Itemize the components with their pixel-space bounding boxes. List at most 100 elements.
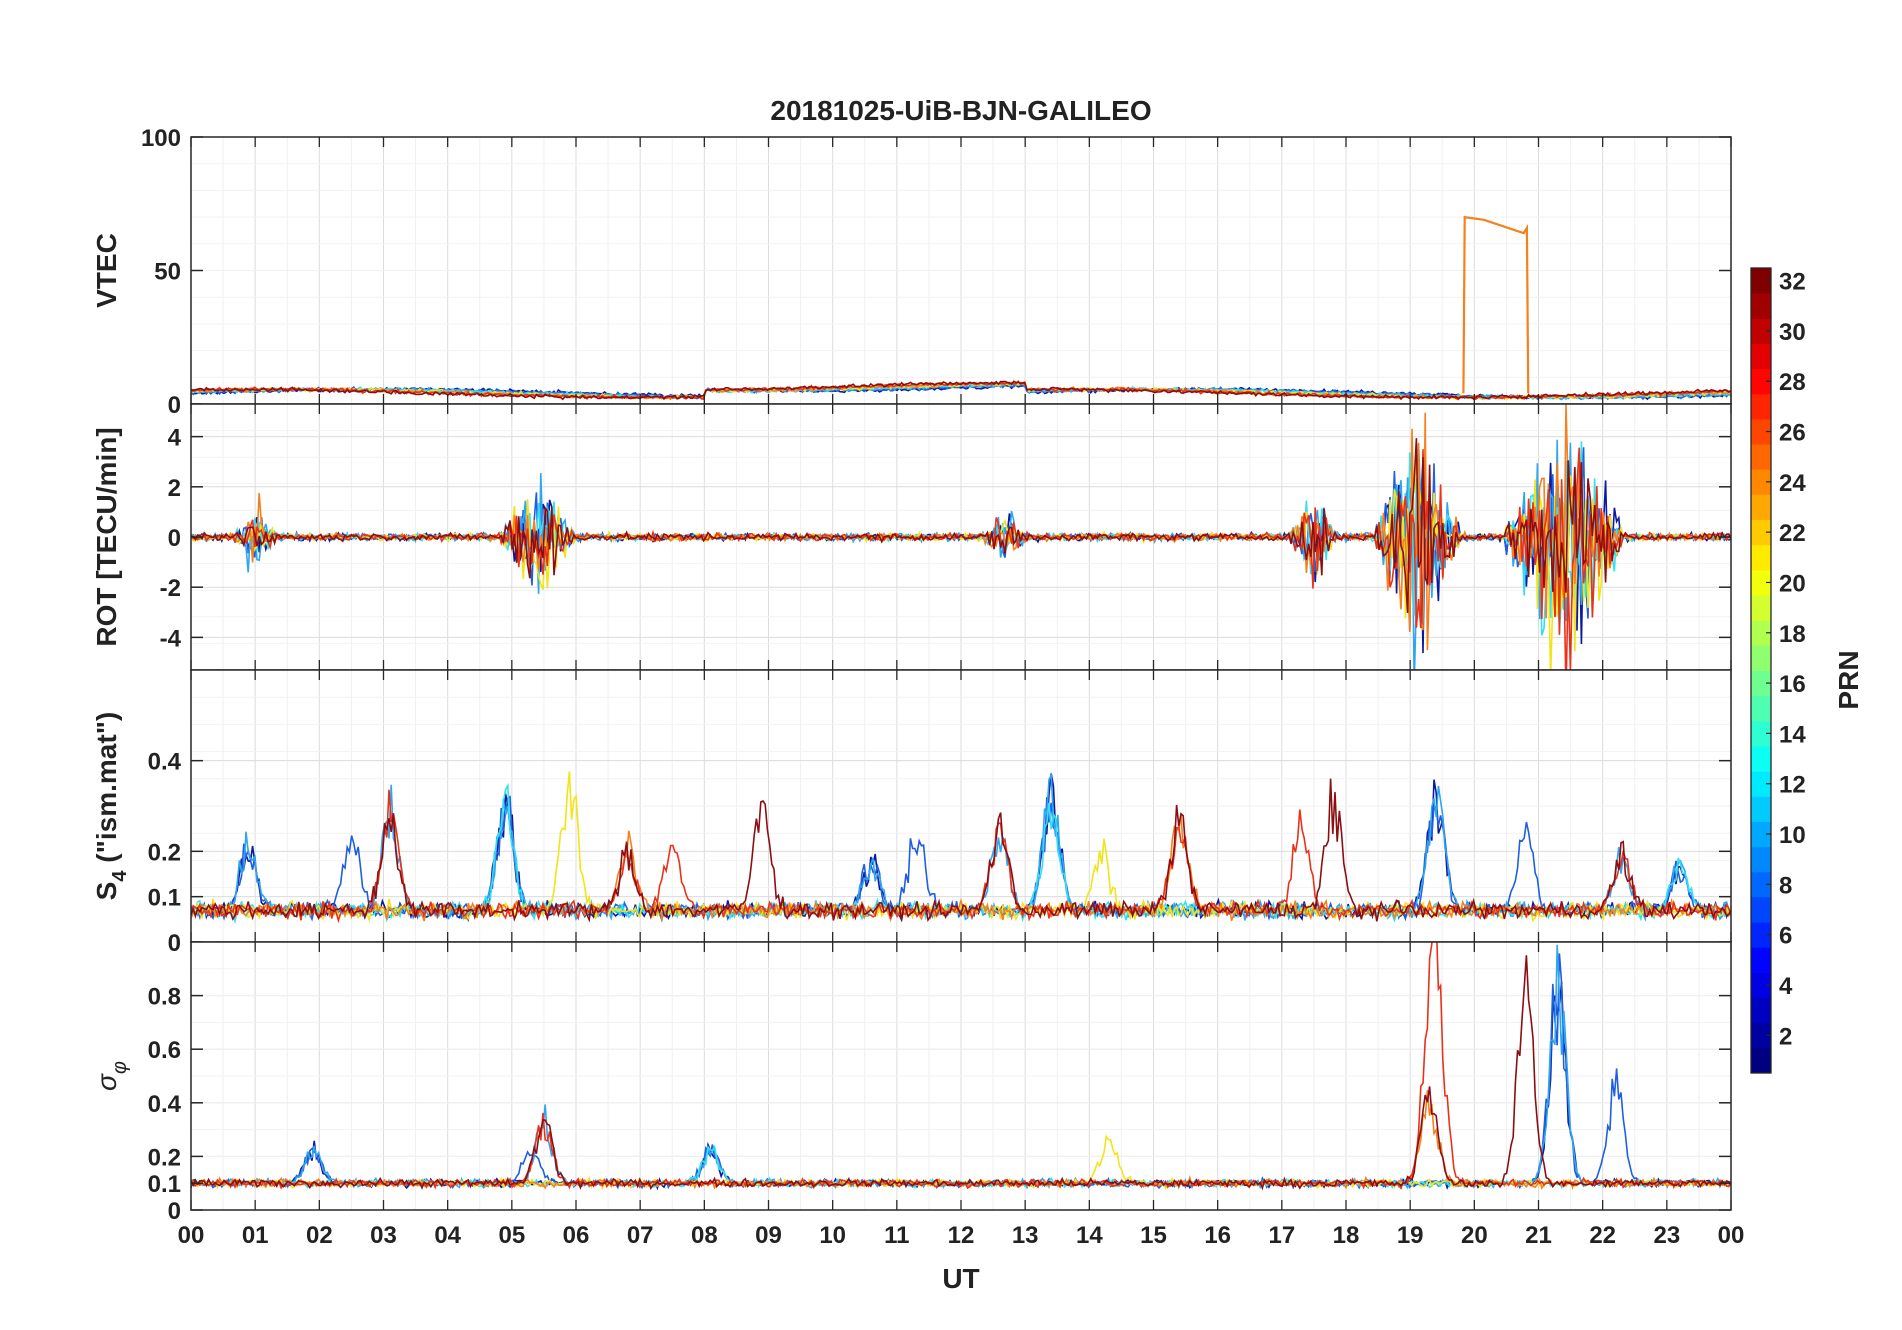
y-tick-label: 4: [168, 425, 182, 452]
colorbar-segment: [1751, 620, 1771, 646]
colorbar-segment: [1751, 796, 1771, 822]
colorbar-tick-label: 10: [1779, 822, 1806, 849]
x-tick-label: 03: [370, 1222, 397, 1249]
colorbar-segment: [1751, 393, 1771, 420]
y-tick-label: 0.8: [148, 984, 181, 1011]
y-axis-label-main: S: [91, 882, 122, 901]
panel-sigma-phi: 00.10.2 0.4 0.6 0.8 σφ: [91, 941, 1732, 1225]
y-axis-label-rest: ("ism.mat"): [91, 712, 122, 871]
y-tick-label: 2: [168, 475, 181, 502]
series-line: [191, 955, 1731, 1191]
y-tick-label: 0.2: [148, 1144, 181, 1171]
x-tick-label: 04: [434, 1222, 461, 1249]
y-tick-label: 0.1: [148, 1171, 181, 1198]
x-tick-label: 01: [242, 1222, 269, 1249]
x-tick-label: 05: [498, 1222, 525, 1249]
y-axis-label-sub: φ: [109, 1061, 131, 1074]
series-group: [191, 942, 1731, 1191]
colorbar-tick-label: 8: [1779, 872, 1792, 899]
vtec-event-line: [1462, 215, 1530, 394]
colorbar-frame: [1750, 267, 1772, 1074]
x-tick-label: 02: [306, 1222, 333, 1249]
x-tick-label: 22: [1589, 1222, 1616, 1249]
x-tick-label: 20: [1461, 1222, 1488, 1249]
x-tick-label: 08: [691, 1222, 718, 1249]
series-group: [191, 404, 1731, 670]
colorbar-tick-label: 28: [1779, 369, 1806, 396]
y-tick-label: 0.4: [148, 749, 182, 776]
series-line: [191, 778, 1731, 923]
x-tick-label: 14: [1076, 1222, 1103, 1249]
x-tick-label: 18: [1333, 1222, 1360, 1249]
y-tick-label: 0: [168, 930, 181, 957]
y-tick-label: 0.2: [148, 839, 181, 866]
y-axis-label: σφ: [91, 1061, 131, 1091]
x-tick-label: 13: [1012, 1222, 1039, 1249]
panel-s4: 0 0.1 0.2 0.4 S4 ("ism.mat"): [91, 669, 1732, 957]
x-tick-label: 06: [563, 1222, 590, 1249]
x-tick-label: 07: [627, 1222, 654, 1249]
y-tick-label: -2: [160, 575, 181, 602]
colorbar-segment: [1751, 469, 1771, 495]
colorbar-tick-label: 18: [1779, 621, 1806, 648]
x-tick-label: 16: [1204, 1222, 1231, 1249]
colorbar-segment: [1751, 947, 1771, 973]
colorbar-tick-label: 30: [1779, 319, 1806, 346]
y-axis-label-main: σ: [91, 1073, 122, 1091]
colorbar-segment: [1751, 418, 1771, 445]
x-tick-label: 00: [178, 1222, 205, 1249]
colorbar-segment: [1751, 1022, 1771, 1049]
colorbar-segment: [1751, 519, 1771, 546]
y-tick-label: 0: [168, 525, 181, 552]
colorbar-tick-label: 14: [1779, 721, 1806, 748]
colorbar-segment: [1751, 494, 1771, 521]
x-tick-label: 23: [1653, 1222, 1680, 1249]
colorbar-segment: [1751, 268, 1771, 294]
x-tick-label: 12: [948, 1222, 975, 1249]
colorbar-segment: [1751, 695, 1771, 722]
colorbar-tick-label: 32: [1779, 269, 1806, 296]
colorbar-tick-label: 4: [1779, 973, 1793, 1000]
colorbar-segment: [1751, 720, 1771, 747]
colorbar-segment: [1751, 343, 1771, 370]
colorbar-segment: [1751, 595, 1771, 621]
colorbar-tick-label: 26: [1779, 420, 1806, 447]
colorbar-segment: [1751, 922, 1771, 948]
colorbar-tick-label: 24: [1779, 470, 1806, 497]
x-axis-label: UT: [942, 1263, 979, 1294]
y-axis-label: VTEC: [91, 233, 122, 308]
x-tick-label: 09: [755, 1222, 782, 1249]
chart-title: 20181025-UiB-BJN-GALILEO: [770, 95, 1151, 126]
colorbar-segment: [1751, 368, 1771, 395]
colorbar-tick-label: 22: [1779, 520, 1806, 547]
colorbar-segment: [1751, 318, 1771, 344]
colorbar-segment: [1751, 846, 1771, 873]
colorbar-segment: [1751, 645, 1771, 671]
series-group: [191, 771, 1731, 925]
colorbar-label: PRN: [1833, 650, 1864, 709]
panel-rot: -4 -2 0 2 4 ROT [TECU/min]: [91, 403, 1732, 671]
colorbar-segment: [1751, 1047, 1771, 1074]
x-tick-labels: 00 01 02 03 04 05 06 07 08 09 10 11 12 13 14 15 16 17 18 19…: [178, 1222, 1745, 1249]
colorbar-segment: [1751, 771, 1771, 797]
y-axis-label-sub: 4: [109, 870, 131, 882]
colorbar-segment: [1751, 544, 1771, 571]
colorbar-segment: [1751, 670, 1771, 697]
colorbar-segment: [1751, 293, 1771, 319]
y-tick-label: 0.6: [148, 1037, 181, 1064]
y-tick-label: 100: [141, 125, 181, 152]
y-tick-label: 0: [168, 392, 181, 419]
colorbar-segment: [1751, 871, 1771, 898]
colorbar-tick-label: 16: [1779, 671, 1806, 698]
colorbar-tick-label: 6: [1779, 923, 1792, 950]
y-tick-label: 0.4: [148, 1091, 182, 1118]
x-tick-label: 15: [1140, 1222, 1167, 1249]
colorbar-segment: [1751, 745, 1771, 772]
series-line: [191, 438, 1731, 613]
colorbar-tick-label: 20: [1779, 570, 1806, 597]
colorbar-segment: [1751, 821, 1771, 848]
colorbar-segment: [1751, 569, 1771, 596]
